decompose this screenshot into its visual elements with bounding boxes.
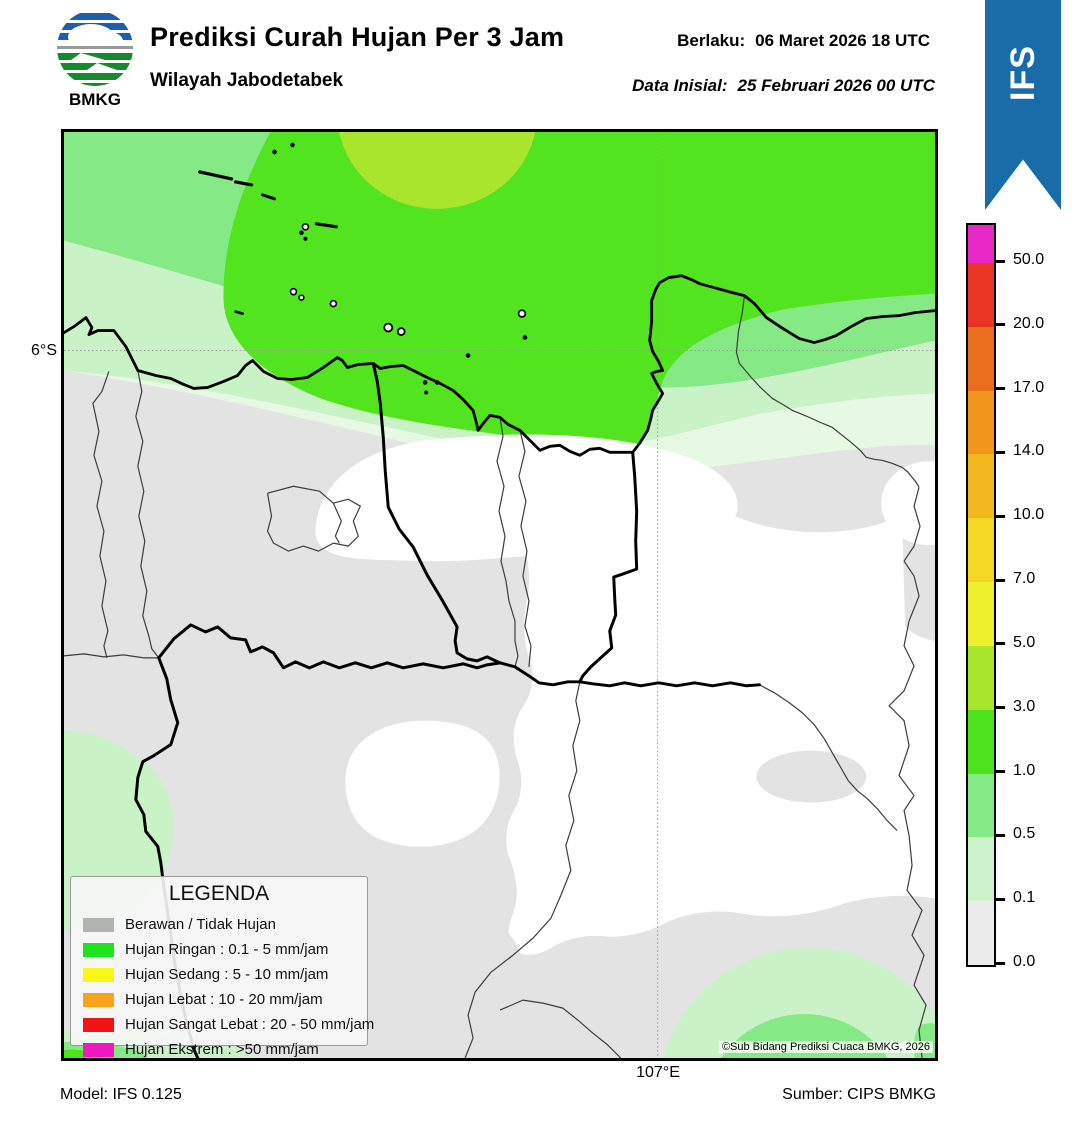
latitude-label: 6°S [31, 342, 57, 359]
map-svg [64, 132, 935, 1058]
colorbar-tick-label: 0.0 [1013, 953, 1036, 970]
colorbar-tick-label: 1.0 [1013, 761, 1036, 779]
legend-item: Berawan / Tidak Hujan [83, 912, 367, 937]
colorbar-tick-label: 50.0 [1013, 251, 1045, 268]
colorbar-tick [996, 514, 1005, 518]
legend-title: LEGENDA [168, 882, 270, 905]
colorbar-segment [968, 454, 994, 519]
colorbar-tick [996, 387, 1005, 391]
colorbar-tick-label: 20.0 [1013, 314, 1045, 332]
colorbar-tick [996, 706, 1005, 710]
colorbar-tick-label: 14.0 [1013, 442, 1045, 460]
colorbar-tick-label: 17.0 [1013, 378, 1045, 396]
page-subtitle: Wilayah Jabodetabek [150, 70, 344, 91]
colorbar-segment [968, 263, 994, 327]
map-copyright: ©Sub Bidang Prediksi Cuaca BMKG, 2026 [718, 1041, 933, 1053]
colorbar-tick-label: 5.0 [1013, 633, 1036, 651]
colorbar-tick-label: 0.5 [1013, 825, 1036, 843]
colorbar-tick-label: 7.0 [1013, 570, 1036, 588]
colorbar-tick-label: 3.0 [1013, 697, 1036, 715]
legend-item-label: Berawan / Tidak Hujan [125, 916, 276, 933]
legend-item-label: Hujan Ringan : 0.1 - 5 mm/jam [125, 941, 329, 958]
valid-time: Berlaku: 06 Maret 2026 18 UTC [677, 31, 930, 51]
legend-item: Hujan Ekstrem : >50 mm/jam [83, 1037, 367, 1062]
page-title: Prediksi Curah Hujan Per 3 Jam [150, 22, 565, 52]
colorbar-segment [968, 709, 994, 774]
colorbar-tick [996, 897, 1005, 901]
colorbar-tick [996, 450, 1005, 454]
source-info: Sumber: CIPS BMKG [782, 1086, 936, 1103]
colorbar-tick [996, 770, 1005, 774]
legend-swatch [83, 917, 114, 932]
colorbar-tick [996, 642, 1005, 646]
colorbar [966, 223, 996, 967]
colorbar-segment [968, 326, 994, 391]
legend-items: Berawan / Tidak Hujan Hujan Ringan : 0.1 … [83, 912, 374, 1062]
initial-data-label: Data Inisial: [632, 76, 728, 95]
colorbar-tick [996, 833, 1005, 837]
bmkg-logo-text: BMKG [69, 90, 121, 108]
colorbar-segment [968, 901, 994, 965]
colorbar-segment [968, 582, 994, 646]
model-info: Model: IFS 0.125 [60, 1086, 182, 1103]
legend-item-label: Hujan Ekstrem : >50 mm/jam [125, 1041, 319, 1058]
legend-item: Hujan Sangat Lebat : 20 - 50 mm/jam [83, 1012, 374, 1037]
colorbar-segment [968, 390, 994, 455]
legend-swatch [83, 967, 114, 982]
legend-item-label: Hujan Sangat Lebat : 20 - 50 mm/jam [125, 1016, 375, 1033]
precipitation-map [61, 129, 938, 1061]
legend-item: Hujan Sedang : 5 - 10 mm/jam [83, 962, 367, 987]
legend-swatch [83, 992, 114, 1007]
legend-swatch [83, 1017, 114, 1032]
valid-time-label: Berlaku: [677, 31, 746, 50]
colorbar-segment [968, 837, 994, 902]
map-legend: LEGENDA Berawan / Tidak Hujan Hujan Ringa… [70, 876, 374, 1058]
valid-time-value: 06 Maret 2026 18 UTC [755, 31, 930, 50]
colorbar-tick-label: 10.0 [1013, 506, 1045, 524]
colorbar-segment [968, 645, 994, 710]
colorbar-segment [968, 225, 994, 263]
initial-data-value: 25 Februari 2026 00 UTC [737, 76, 935, 95]
legend-item-label: Hujan Sedang : 5 - 10 mm/jam [125, 966, 329, 983]
longitude-label: 107°E [636, 1064, 680, 1081]
colorbar-segment [968, 518, 994, 583]
colorbar-tick [996, 259, 1005, 263]
initial-data-time: Data Inisial: 25 Februari 2026 00 UTC [632, 76, 935, 96]
bmkg-logo-icon: BMKG [57, 10, 133, 109]
colorbar-tick [996, 961, 1005, 965]
legend-item-label: Hujan Lebat : 10 - 20 mm/jam [125, 991, 323, 1008]
legend-swatch [83, 942, 114, 957]
colorbar-segment [968, 773, 994, 838]
legend-item: Hujan Lebat : 10 - 20 mm/jam [83, 987, 367, 1012]
colorbar-tick [996, 578, 1005, 582]
model-ribbon: IFS [985, 0, 1061, 210]
model-ribbon-label: IFS [1003, 45, 1042, 101]
colorbar-tick [996, 323, 1005, 327]
colorbar-tick-label: 0.1 [1013, 889, 1036, 907]
legend-swatch [83, 1042, 114, 1057]
bmkg-logo: BMKG [51, 6, 139, 109]
legend-item: Hujan Ringan : 0.1 - 5 mm/jam [83, 937, 367, 962]
